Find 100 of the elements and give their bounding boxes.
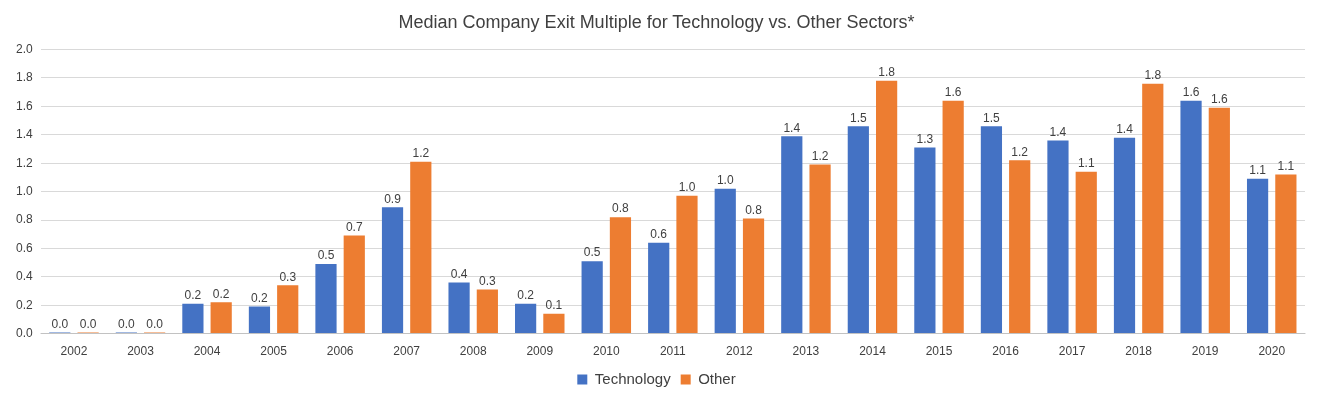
y-tick-label: 0.8 xyxy=(15,212,33,227)
bar xyxy=(1275,174,1297,334)
bar xyxy=(742,218,765,334)
bar xyxy=(1113,137,1136,334)
x-tick-label: 2003 xyxy=(127,344,155,359)
bar xyxy=(781,136,803,334)
bar xyxy=(1246,178,1269,334)
y-tick-label: 0.6 xyxy=(15,240,33,255)
bar xyxy=(1009,160,1031,334)
data-label: 1.4 xyxy=(783,120,801,135)
data-label: 0.8 xyxy=(612,201,630,216)
bar xyxy=(581,261,603,334)
bar xyxy=(315,264,337,334)
x-tick-label: 2016 xyxy=(992,344,1020,359)
x-tick-label: 2005 xyxy=(260,344,288,359)
data-label: 0.0 xyxy=(146,316,164,331)
data-label: 1.6 xyxy=(1182,85,1200,100)
data-label: 0.3 xyxy=(279,269,297,284)
data-label: 0.6 xyxy=(650,227,668,242)
y-tick-label: 1.4 xyxy=(15,127,33,142)
bar xyxy=(847,126,869,334)
data-label: 0.8 xyxy=(745,202,763,217)
x-tick-label: 2014 xyxy=(859,344,887,359)
bar xyxy=(1208,107,1230,334)
bar xyxy=(381,207,404,334)
x-tick-label: 2017 xyxy=(1058,344,1086,359)
data-label: 1.1 xyxy=(1077,156,1095,171)
bar xyxy=(515,303,537,334)
bar xyxy=(1142,83,1164,334)
x-tick-label: 2018 xyxy=(1125,344,1153,359)
data-label: 1.8 xyxy=(878,65,896,80)
bar xyxy=(676,195,698,334)
data-label: 0.2 xyxy=(212,286,230,301)
data-label: 0.1 xyxy=(545,298,563,313)
data-label: 1.4 xyxy=(1116,121,1134,136)
y-tick-label: 1.6 xyxy=(15,98,33,113)
data-label: 0.9 xyxy=(384,191,402,206)
x-tick-label: 2011 xyxy=(659,344,687,359)
legend-label: Technology xyxy=(594,369,672,387)
data-label: 1.2 xyxy=(412,146,430,161)
bar xyxy=(1047,140,1069,334)
data-label: 0.2 xyxy=(184,288,202,303)
data-label: 1.2 xyxy=(1011,144,1029,159)
data-label: 1.1 xyxy=(1249,163,1267,178)
data-label: 1.2 xyxy=(811,148,829,163)
bar xyxy=(543,313,565,334)
bar xyxy=(809,164,831,334)
data-label: 0.5 xyxy=(317,248,335,263)
x-tick-label: 2006 xyxy=(326,344,354,359)
data-label: 1.5 xyxy=(849,110,867,125)
bar xyxy=(210,302,232,334)
bar xyxy=(914,147,936,334)
data-label: 1.5 xyxy=(983,110,1001,125)
data-label: 0.5 xyxy=(583,245,601,260)
x-tick-label: 2008 xyxy=(459,344,487,359)
x-tick-label: 2002 xyxy=(60,344,88,359)
bar xyxy=(448,282,470,334)
bar xyxy=(1075,171,1097,334)
y-tick-label: 1.0 xyxy=(15,183,33,198)
data-label: 1.6 xyxy=(1210,92,1228,107)
data-label: 0.0 xyxy=(118,316,136,331)
data-label: 1.8 xyxy=(1144,67,1162,82)
chart-title: Median Company Exit Multiple for Technology vs. Other Sectors* xyxy=(398,11,915,32)
data-label: 1.1 xyxy=(1277,158,1295,173)
y-tick-label: 1.2 xyxy=(15,155,33,170)
bar xyxy=(609,217,632,334)
x-tick-label: 2015 xyxy=(925,344,953,359)
x-tick-label: 2007 xyxy=(393,344,421,359)
x-tick-label: 2019 xyxy=(1191,344,1219,359)
legend-label: Other xyxy=(698,369,736,387)
x-tick-label: 2010 xyxy=(592,344,620,359)
data-label: 0.2 xyxy=(517,288,535,303)
bar xyxy=(277,285,299,334)
bar xyxy=(942,100,964,334)
x-tick-label: 2013 xyxy=(792,344,820,359)
data-label: 1.0 xyxy=(678,180,696,195)
bar xyxy=(182,303,204,334)
y-tick-label: 0.0 xyxy=(15,325,33,340)
bar xyxy=(343,235,365,334)
y-tick-label: 0.2 xyxy=(15,297,33,312)
bar xyxy=(714,188,736,334)
data-label: 1.0 xyxy=(716,173,734,188)
data-label: 0.4 xyxy=(450,266,468,281)
bar xyxy=(876,80,898,334)
y-tick-label: 2.0 xyxy=(15,41,33,56)
data-label: 0.0 xyxy=(51,316,69,331)
x-tick-label: 2004 xyxy=(193,344,221,359)
x-tick-label: 2009 xyxy=(526,344,554,359)
data-label: 0.3 xyxy=(479,273,497,288)
bar xyxy=(980,126,1003,334)
data-label: 1.3 xyxy=(916,131,934,146)
bar xyxy=(648,242,670,334)
x-tick-label: 2020 xyxy=(1258,344,1286,359)
data-label: 0.0 xyxy=(79,316,97,331)
x-tick-label: 2012 xyxy=(726,344,754,359)
bar xyxy=(1180,100,1202,334)
data-label: 0.7 xyxy=(345,219,363,234)
data-label: 0.2 xyxy=(251,290,269,305)
data-label: 1.6 xyxy=(944,85,962,100)
data-label: 1.4 xyxy=(1049,124,1067,139)
